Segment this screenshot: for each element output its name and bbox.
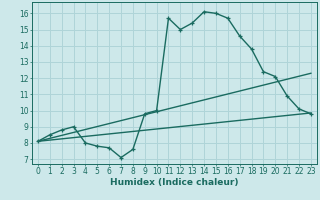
X-axis label: Humidex (Indice chaleur): Humidex (Indice chaleur) [110, 178, 239, 187]
